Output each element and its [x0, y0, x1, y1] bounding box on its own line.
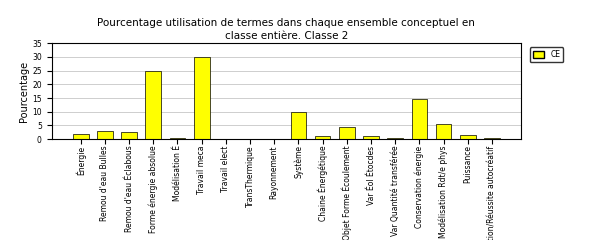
Bar: [194, 57, 210, 139]
Bar: [290, 112, 306, 139]
Bar: [315, 137, 330, 139]
Bar: [460, 135, 476, 139]
Bar: [145, 71, 161, 139]
Bar: [339, 127, 355, 139]
Bar: [363, 137, 379, 139]
Bar: [170, 138, 185, 139]
Bar: [121, 132, 137, 139]
Bar: [484, 138, 500, 139]
Bar: [436, 124, 451, 139]
Y-axis label: Pourcentage: Pourcentage: [19, 61, 29, 122]
Bar: [97, 131, 113, 139]
Bar: [411, 99, 427, 139]
Bar: [73, 134, 88, 139]
Title: Pourcentage utilisation de termes dans chaque ensemble conceptuel en
classe enti: Pourcentage utilisation de termes dans c…: [98, 18, 475, 41]
Bar: [387, 138, 403, 139]
Legend: CE: CE: [530, 47, 564, 62]
